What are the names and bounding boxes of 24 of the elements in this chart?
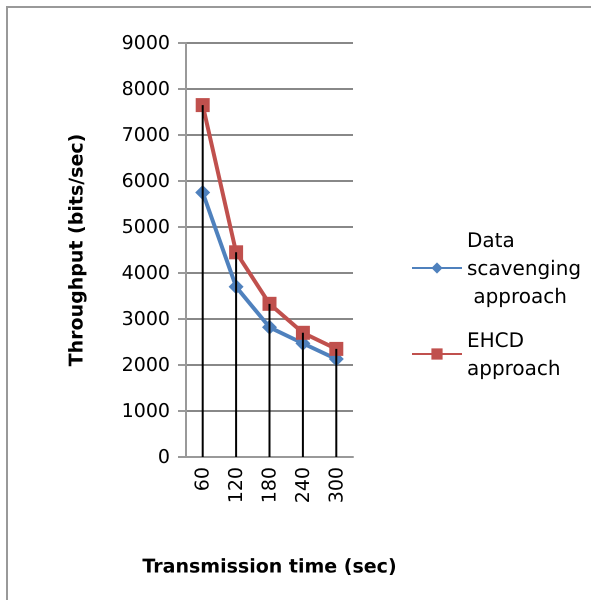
y-tick-label: 4000 (122, 262, 170, 284)
x-tick-label: 180 (258, 467, 280, 504)
y-tick-label: 0 (158, 446, 170, 468)
y-tick-label: 3000 (122, 308, 170, 330)
y-tick-label: 9000 (122, 32, 170, 54)
x-axis-title: Transmission time (sec) (142, 556, 397, 578)
point (229, 245, 244, 260)
y-tick-label: 2000 (122, 354, 170, 376)
y-tick-label: 7000 (122, 124, 170, 146)
point (296, 326, 310, 340)
y-axis-title: Throughput (bits/sec) (66, 134, 88, 366)
point (329, 342, 344, 356)
y-tick-label: 6000 (122, 170, 170, 192)
legend-label: EHCD approach (467, 328, 561, 380)
y-tick-label: 8000 (122, 78, 170, 100)
x-tick-label: 300 (325, 467, 348, 504)
x-tick-label: 60 (192, 467, 214, 492)
y-tick-label: 1000 (122, 400, 170, 422)
y-tick-label: 5000 (122, 216, 170, 238)
legend-label: Data scavenging approach (467, 228, 582, 308)
x-tick-label: 120 (225, 467, 248, 504)
point (262, 296, 276, 311)
point (196, 98, 210, 112)
x-tick-label: 240 (292, 467, 314, 504)
